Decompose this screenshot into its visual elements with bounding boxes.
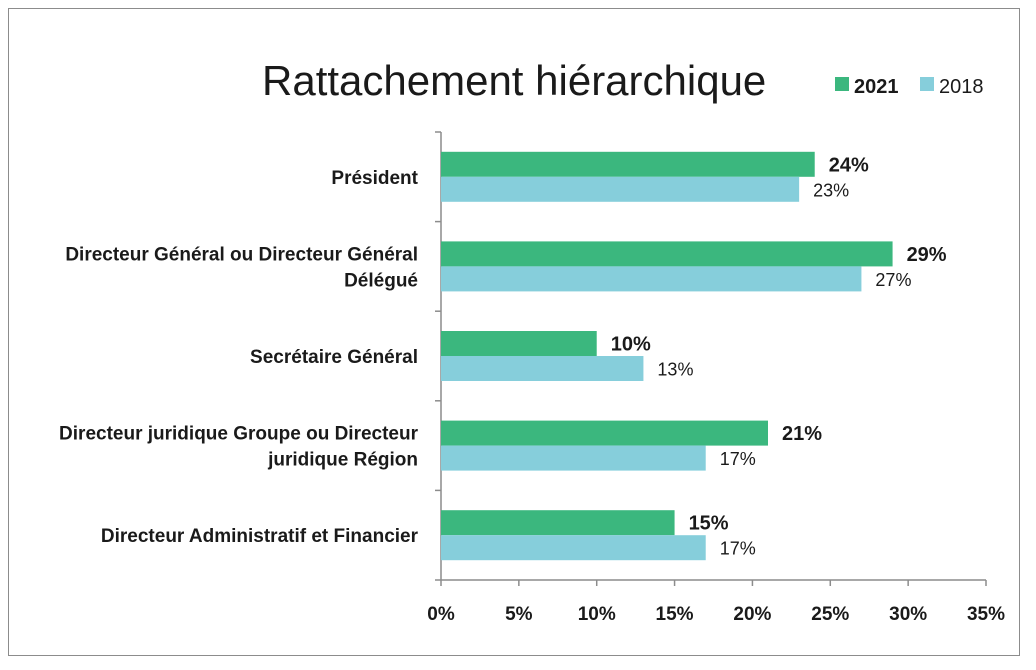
legend-swatch-2018 (920, 77, 934, 91)
category-label: Délégué (344, 270, 418, 291)
data-label-2018: 17% (720, 539, 756, 559)
bar-2018 (441, 535, 706, 561)
bar-2021 (441, 241, 893, 267)
legend-label-2018: 2018 (939, 76, 984, 98)
legend-label-2021: 2021 (854, 76, 899, 98)
data-label-2021: 29% (907, 244, 947, 266)
x-tick-label: 10% (578, 604, 616, 625)
category-label: Directeur Général ou Directeur Général (65, 244, 418, 265)
data-label-2018: 23% (813, 180, 849, 200)
category-label: Directeur Administratif et Financier (101, 526, 419, 547)
data-label-2018: 27% (875, 270, 911, 290)
data-label-2021: 24% (829, 154, 869, 176)
legend-swatch-2021 (835, 77, 849, 91)
x-tick-label: 35% (967, 604, 1005, 625)
category-label: juridique Région (267, 450, 418, 471)
data-label-2021: 10% (611, 334, 651, 356)
data-label-2018: 17% (720, 449, 756, 469)
data-label-2021: 15% (689, 513, 729, 535)
legend: 2021 2018 (835, 76, 984, 98)
data-label-2021: 21% (782, 423, 822, 445)
bar-2018 (441, 176, 800, 202)
bar-2018 (441, 356, 644, 381)
plot-area: 0% 5% 10% 15% 20% 25% 30% 35% Président 24% 23% Dir… (59, 131, 1005, 625)
x-tick-label: 15% (656, 604, 694, 625)
category-label: Directeur juridique Groupe ou Directeur (59, 424, 419, 445)
chart-title: Rattachement hiérarchique (262, 57, 766, 104)
x-tick-label: 20% (733, 604, 771, 625)
bar-2021 (441, 510, 675, 536)
data-label-2018: 13% (657, 360, 693, 380)
x-tick-label: 25% (811, 604, 849, 625)
bar-2021 (441, 151, 815, 177)
x-tick-label: 30% (889, 604, 927, 625)
bar-2018 (441, 445, 706, 471)
x-tick-label: 5% (505, 604, 533, 625)
bar-2021 (441, 420, 768, 446)
x-tick-label: 0% (427, 604, 455, 625)
category-label: Président (331, 168, 418, 189)
category-label: Secrétaire Général (250, 347, 418, 368)
bar-2018 (441, 266, 862, 292)
bar-2021 (441, 331, 597, 356)
